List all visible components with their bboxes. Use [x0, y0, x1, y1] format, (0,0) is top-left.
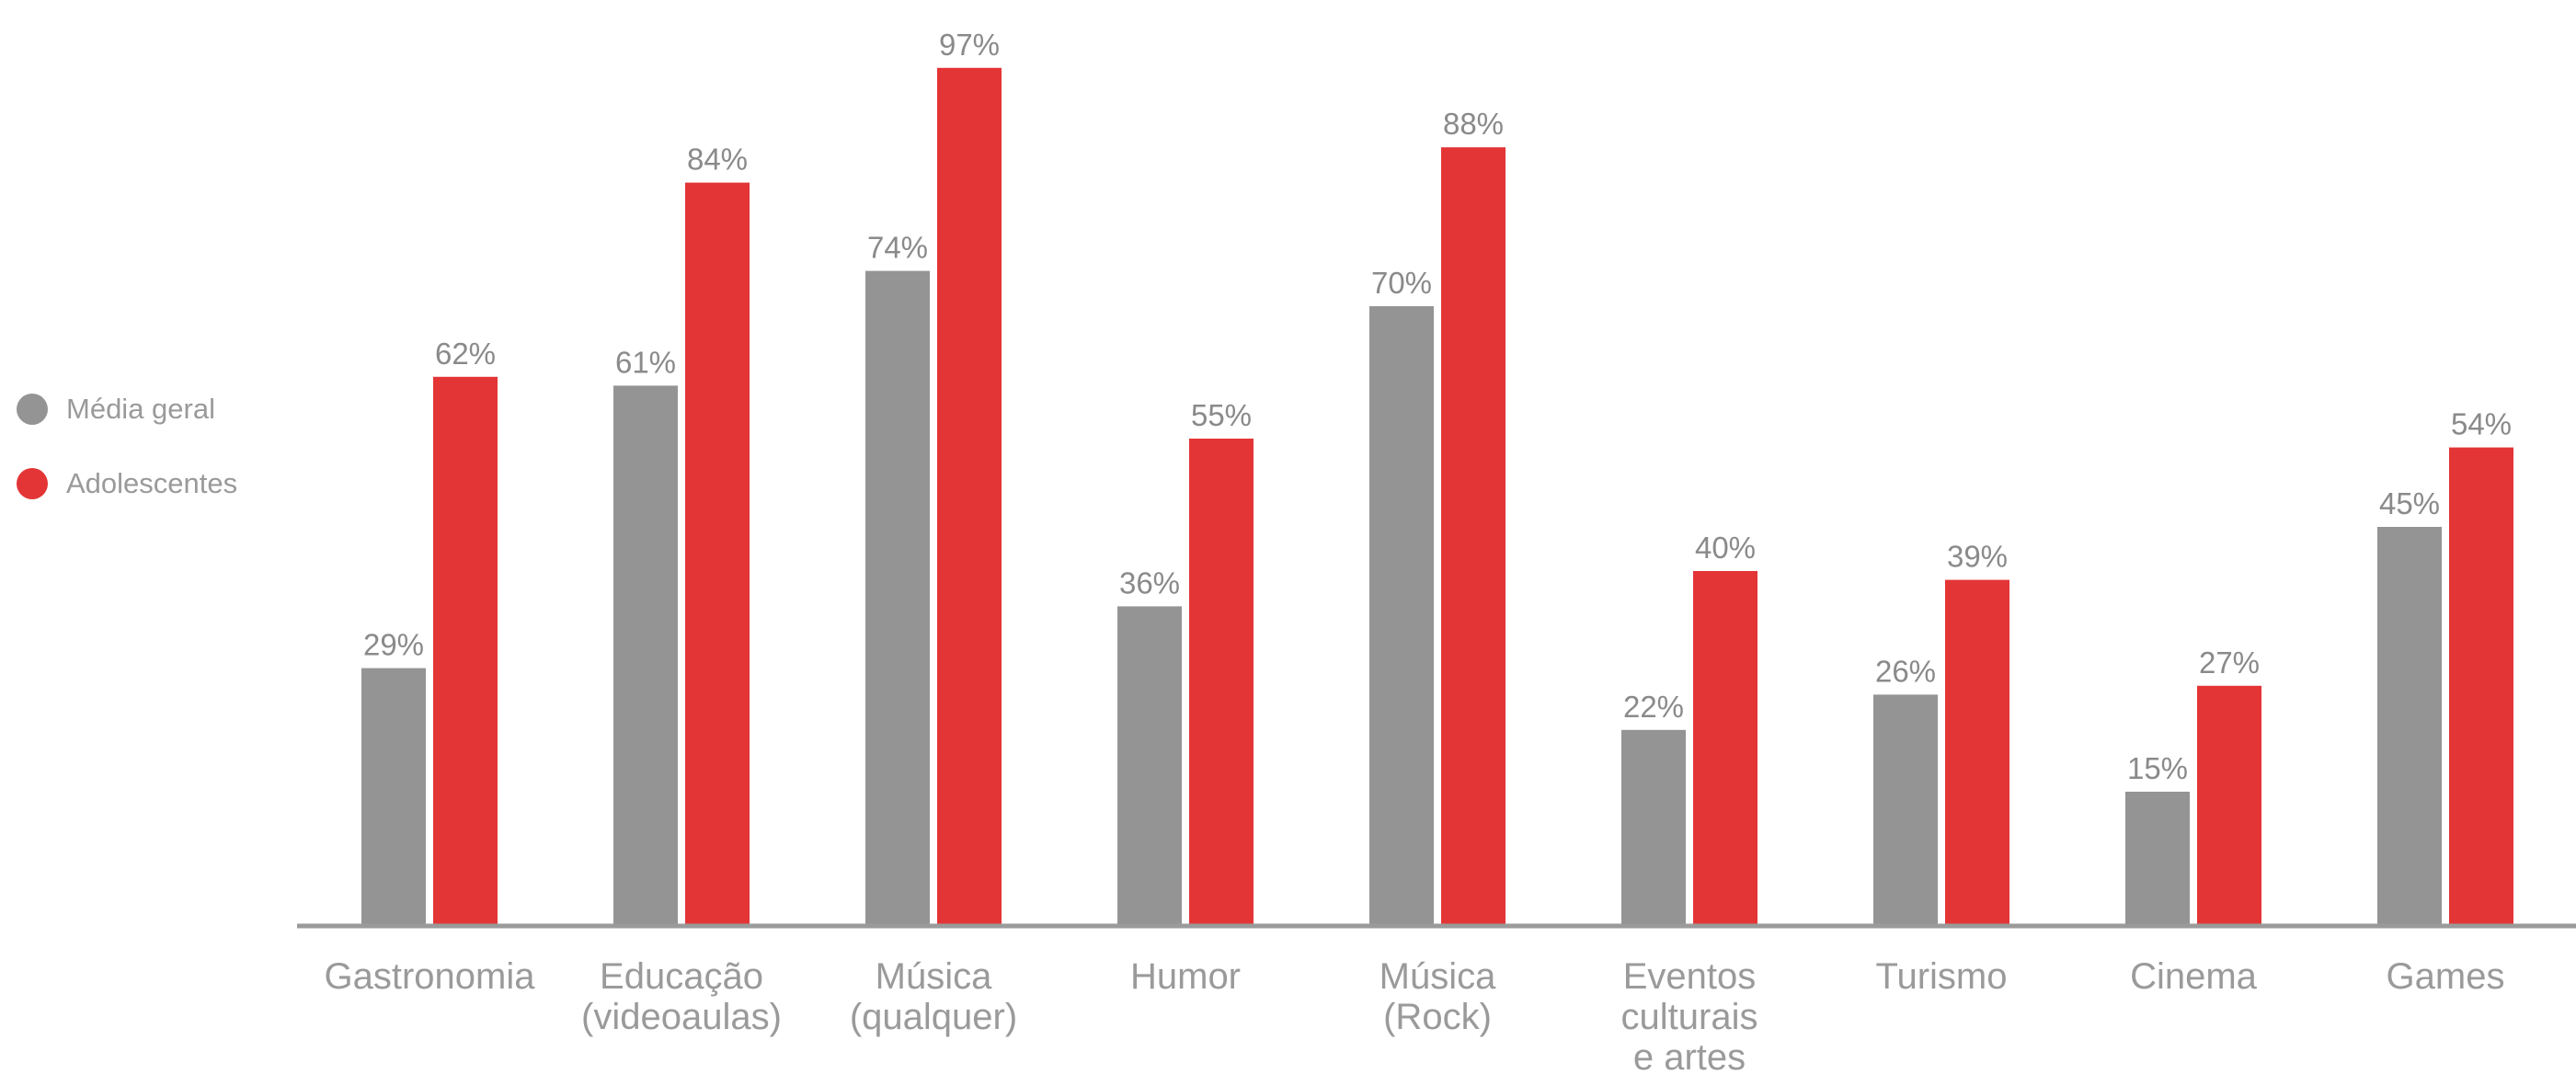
data-label-media-geral-gastronomia: 29%: [363, 628, 424, 662]
legend-label-adolescentes: Adolescentes: [66, 467, 238, 499]
data-label-adolescentes-gastronomia: 62%: [435, 337, 496, 371]
category-label-humor: Humor: [1130, 956, 1241, 997]
data-label-media-geral-eventos-culturais-e-artes: 22%: [1623, 690, 1684, 724]
bar-media-geral-gastronomia: [361, 668, 426, 924]
category-label-turismo: Turismo: [1876, 956, 2008, 997]
data-label-adolescentes-humor: 55%: [1191, 398, 1252, 432]
bar-adolescentes-educacao-videoaulas: [685, 182, 750, 925]
data-label-media-geral-games: 45%: [2379, 486, 2440, 520]
bar-adolescentes-gastronomia: [433, 376, 498, 924]
category-label-cinema: Cinema: [2130, 956, 2258, 997]
data-label-adolescentes-musica-qualquer: 97%: [939, 28, 1000, 62]
bar-media-geral-cinema: [2125, 792, 2190, 924]
bar-adolescentes-turismo: [1945, 579, 2009, 924]
bar-media-geral-games: [2377, 527, 2442, 924]
category-label-gastronomia: Gastronomia: [325, 956, 536, 997]
bar-adolescentes-eventos-culturais-e-artes: [1693, 571, 1757, 924]
data-label-media-geral-musica-rock: 70%: [1371, 266, 1432, 300]
bar-media-geral-musica-rock: [1369, 306, 1434, 924]
bar-adolescentes-humor: [1189, 439, 1254, 924]
category-label-educacao-videoaulas: Educação (videoaulas): [581, 956, 782, 1037]
legend-swatch-media-geral: [17, 394, 48, 425]
data-label-media-geral-turismo: 26%: [1875, 654, 1936, 688]
data-label-adolescentes-games: 54%: [2451, 407, 2512, 441]
category-label-eventos-culturais-e-artes: Eventos culturais e artes: [1621, 956, 1758, 1074]
data-label-adolescentes-cinema: 27%: [2199, 646, 2260, 680]
bar-adolescentes-cinema: [2197, 685, 2261, 924]
data-label-adolescentes-eventos-culturais-e-artes: 40%: [1695, 531, 1756, 565]
bar-media-geral-turismo: [1873, 694, 1938, 924]
category-label-musica-rock: Música (Rock): [1380, 956, 1496, 1037]
data-label-adolescentes-musica-rock: 88%: [1443, 107, 1504, 141]
data-label-media-geral-educacao-videoaulas: 61%: [615, 345, 676, 379]
data-label-adolescentes-turismo: 39%: [1947, 540, 2008, 574]
data-label-media-geral-humor: 36%: [1119, 566, 1180, 600]
legend-swatch-adolescentes: [17, 468, 48, 499]
category-label-games: Games: [2387, 956, 2505, 997]
bar-adolescentes-musica-qualquer: [937, 67, 1002, 925]
data-label-adolescentes-educacao-videoaulas: 84%: [687, 143, 748, 177]
bar-media-geral-humor: [1117, 606, 1182, 924]
legend-item-media-geral: Média geral: [17, 393, 237, 425]
bar-media-geral-eventos-culturais-e-artes: [1621, 729, 1686, 924]
legend-item-adolescentes: Adolescentes: [17, 467, 238, 499]
bar-adolescentes-games: [2449, 447, 2513, 925]
bar-media-geral-educacao-videoaulas: [613, 385, 678, 924]
bar-media-geral-musica-qualquer: [865, 270, 930, 925]
legend-label-media-geral: Média geral: [66, 393, 215, 425]
category-label-musica-qualquer: Música (qualquer): [850, 956, 1017, 1037]
bar-adolescentes-musica-rock: [1441, 147, 1506, 924]
data-label-media-geral-cinema: 15%: [2127, 751, 2188, 785]
data-label-media-geral-musica-qualquer: 74%: [867, 231, 928, 265]
legend: Média geral Adolescentes: [17, 393, 238, 543]
